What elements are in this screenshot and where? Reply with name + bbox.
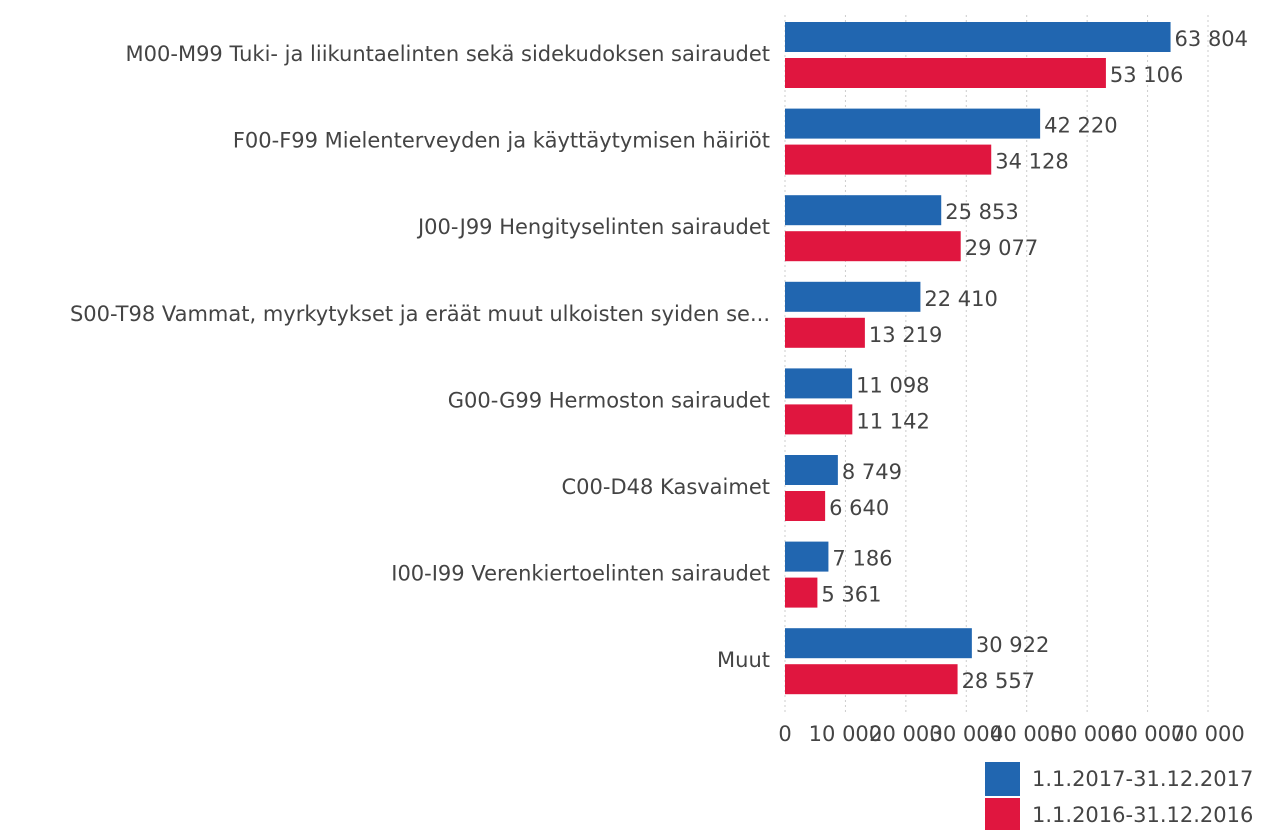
data-label: 30 922 [976,633,1049,657]
bar [785,628,972,659]
x-tick-label: 60 000 [1111,722,1184,746]
x-tick-label: 30 000 [930,722,1003,746]
data-label: 6 640 [829,496,889,520]
data-label: 25 853 [945,200,1018,224]
bar [785,108,1041,139]
data-label: 11 142 [856,409,929,433]
y-tick-label: C00-D48 Kasvaimet [562,475,770,499]
bar [785,281,921,312]
y-tick-label: S00-T98 Vammat, myrkytykset ja eräät muu… [70,302,770,326]
bar [785,144,992,175]
data-label: 53 106 [1110,63,1183,87]
data-label: 22 410 [924,287,997,311]
data-label: 13 219 [869,323,942,347]
bar [785,195,942,226]
x-tick-label: 50 000 [1050,722,1123,746]
y-tick-label: I00-I99 Verenkiertoelinten sairaudet [391,562,770,586]
y-tick-label: Muut [717,648,770,672]
x-tick-label: 70 000 [1171,722,1244,746]
x-tick-label: 40 000 [990,722,1063,746]
legend-label: 1.1.2017-31.12.2017 [1032,767,1253,791]
data-label: 11 098 [856,373,929,397]
data-label: 28 557 [962,669,1035,693]
y-tick-label: F00-F99 Mielenterveyden ja käyttäytymise… [233,129,770,153]
bar [785,22,1171,52]
data-label: 34 128 [995,150,1068,174]
y-tick-label: G00-G99 Hermoston sairaudet [448,388,770,412]
legend-label: 1.1.2016-31.12.2016 [1032,803,1253,827]
bar [785,404,853,435]
bar [785,231,961,262]
bar [785,577,818,608]
data-label: 5 361 [821,583,881,607]
bar [785,58,1106,88]
x-tick-label: 10 000 [809,722,882,746]
data-label: 8 749 [842,460,902,484]
legend-swatch [985,762,1020,796]
x-tick-label: 0 [778,722,791,746]
data-label: 42 220 [1044,114,1117,138]
bar [785,368,853,399]
bar [785,541,829,572]
data-label: 7 186 [832,547,892,571]
legend-swatch [985,798,1020,830]
y-tick-label: J00-J99 Hengityselinten sairaudet [416,215,770,239]
bar [785,491,826,521]
x-tick-label: 20 000 [869,722,942,746]
bar [785,317,865,348]
bar [785,455,838,485]
y-tick-label: M00-M99 Tuki- ja liikuntaelinten sekä si… [126,42,770,66]
bar [785,664,958,695]
data-label: 29 077 [965,236,1038,260]
data-label: 63 804 [1175,27,1248,51]
